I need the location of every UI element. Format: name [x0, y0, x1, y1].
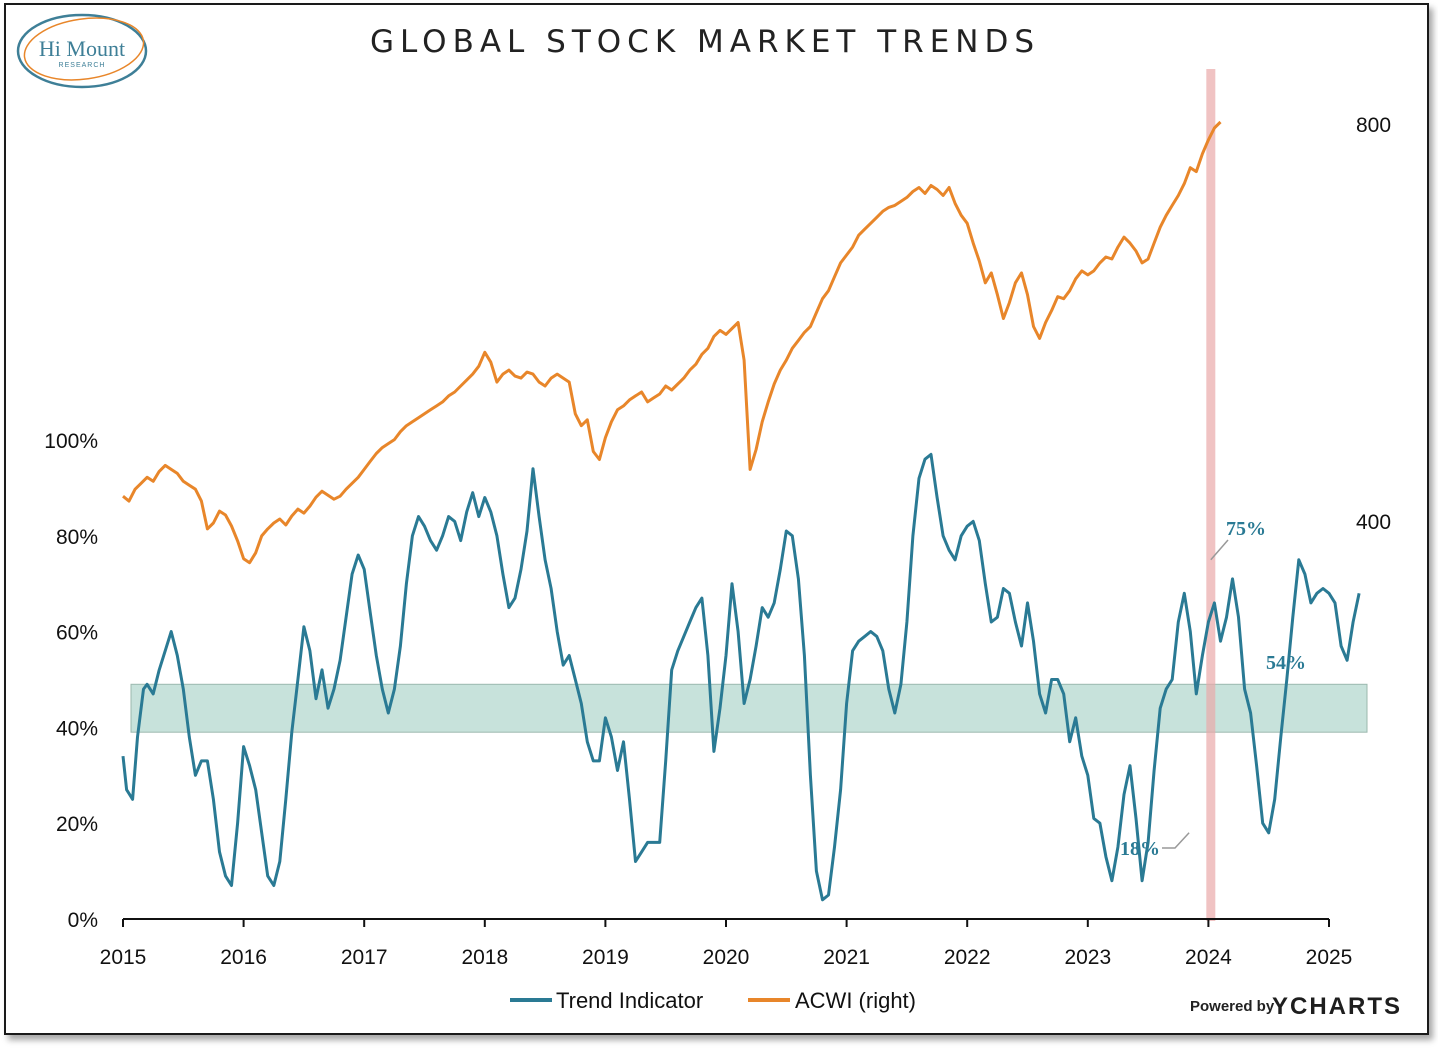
annotation-leader	[1162, 832, 1190, 849]
legend-label-trend: Trend Indicator	[556, 988, 703, 1013]
x-tick-label: 2015	[100, 946, 147, 969]
y-right-tick-label: 800	[1356, 114, 1391, 137]
x-tick-label: 2017	[341, 946, 388, 969]
y-left-tick-label: 60%	[56, 622, 98, 645]
y-right-tick-label: 400	[1356, 511, 1391, 534]
y-left-tick-label: 20%	[56, 813, 98, 836]
annotation-leader	[1210, 539, 1229, 561]
logo-subtitle: RESEARCH	[59, 62, 106, 69]
logo: Hi Mount RESEARCH	[16, 13, 148, 89]
ycharts-brand: Powered by YCHARTS	[1190, 993, 1402, 1020]
chart-frame	[4, 3, 1429, 1035]
acwi-series-line	[122, 120, 1222, 565]
x-tick-label: 2018	[461, 946, 508, 969]
y-left-tick-label: 80%	[56, 526, 98, 549]
legend-label-acwi: ACWI (right)	[795, 988, 916, 1013]
y-left-tick-label: 0%	[68, 909, 98, 932]
x-tick-label: 2022	[944, 946, 991, 969]
powered-by-label: Powered by	[1190, 998, 1275, 1015]
chart-title: GLOBAL STOCK MARKET TRENDS	[370, 24, 1040, 60]
x-tick-label: 2024	[1185, 946, 1232, 969]
x-tick-label: 2020	[703, 946, 750, 969]
highlight-bar	[1206, 69, 1216, 921]
x-tick-label: 2019	[582, 946, 629, 969]
annotation-54: 54%	[1266, 652, 1306, 674]
annotation-75: 75%	[1226, 518, 1266, 540]
x-tick-label: 2021	[823, 946, 870, 969]
x-tick-label: 2016	[220, 946, 267, 969]
x-axis: 2015 2016 2017 2018 2019 2020 2021 2022 2023 2024…	[100, 918, 1353, 969]
trend-indicator-series-line	[121, 452, 1361, 902]
logo-name: Hi Mount	[39, 36, 125, 61]
y-left-tick-label: 40%	[56, 717, 98, 740]
y-axis-right: 400 800	[1356, 114, 1391, 534]
x-tick-label: 2023	[1064, 946, 1111, 969]
y-left-tick-label: 100%	[44, 430, 98, 453]
y-axis-left: 0% 20% 40% 60% 80% 100%	[44, 430, 98, 932]
legend: Trend Indicator ACWI (right)	[510, 988, 916, 1013]
annotations: 75% 18% 54%	[1120, 518, 1306, 860]
x-tick-label: 2025	[1306, 946, 1353, 969]
ycharts-logo: YCHARTS	[1272, 993, 1402, 1020]
annotation-18: 18%	[1120, 838, 1160, 860]
